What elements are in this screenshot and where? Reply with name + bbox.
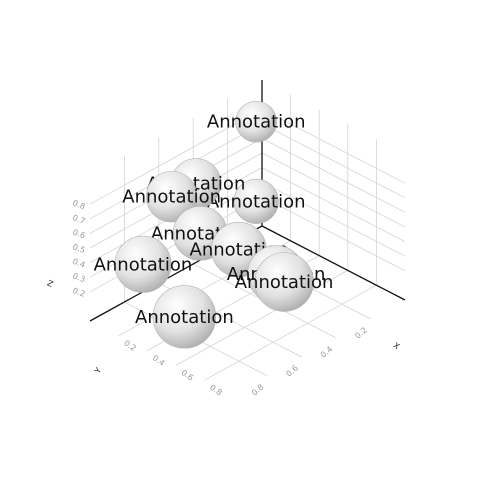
z-axis-title: Z — [46, 278, 55, 289]
data-point: Annotation — [135, 285, 234, 349]
x-axis-title: X — [392, 341, 402, 352]
wall-grid-line — [261, 138, 406, 213]
sphere-marker — [145, 170, 198, 223]
sphere-marker — [114, 235, 172, 293]
sphere-marker — [233, 178, 279, 224]
floor-grid-line — [204, 284, 377, 381]
point-annotation: Annotation — [94, 254, 193, 275]
z-tick-label: 0.3 — [71, 271, 86, 284]
z-tick-label: 0.8 — [71, 198, 86, 211]
z-tick-label: 0.2 — [71, 286, 86, 299]
y-tick-label: 0.6 — [284, 364, 300, 379]
wall-grid-line — [261, 123, 406, 199]
x-tick-label: 0.8 — [208, 383, 224, 398]
point-annotation: Annotation — [135, 307, 234, 328]
point-annotation: Annotation — [122, 187, 221, 208]
wall-grid-line — [261, 181, 406, 257]
point-annotation: Annotation — [207, 191, 306, 212]
x-tick-label: 0.6 — [179, 368, 195, 383]
data-point: Annotation — [94, 235, 193, 293]
z-tick-label: 0.6 — [71, 228, 86, 241]
data-point: Annotation — [122, 170, 221, 223]
data-points: AnnotationAnnotationAnnotationAnnotation… — [94, 100, 334, 349]
y-tick-label: 0.4 — [319, 345, 335, 360]
y-axis-title: Y — [92, 366, 103, 376]
axis-titles: X Y Z — [46, 278, 402, 375]
x-tick-label: 0.4 — [151, 353, 167, 368]
y-tick-label: 0.8 — [250, 383, 266, 398]
wall-grid-line — [89, 108, 263, 205]
data-point: Annotation — [235, 252, 334, 312]
wall-grid-line — [261, 196, 406, 272]
sphere-marker — [254, 252, 314, 312]
wall-grid-line — [261, 152, 406, 228]
wall-grid-line — [261, 167, 406, 242]
floor-grid-line — [175, 270, 348, 366]
point-annotation: Annotation — [235, 272, 334, 293]
z-tick-label: 0.4 — [71, 257, 86, 270]
data-point: Annotation — [207, 100, 306, 143]
wall-grid-line — [261, 108, 406, 184]
point-annotation: Annotation — [207, 112, 306, 133]
sphere-marker — [152, 285, 217, 349]
data-point: Annotation — [207, 178, 306, 224]
z-tick-label: 0.5 — [71, 242, 86, 255]
sphere-marker — [235, 100, 277, 143]
x-axis-line — [261, 225, 406, 301]
y-tick-label: 0.2 — [353, 326, 369, 341]
x-tick-label: 0.2 — [122, 338, 138, 353]
z-tick-label: 0.7 — [71, 213, 86, 226]
